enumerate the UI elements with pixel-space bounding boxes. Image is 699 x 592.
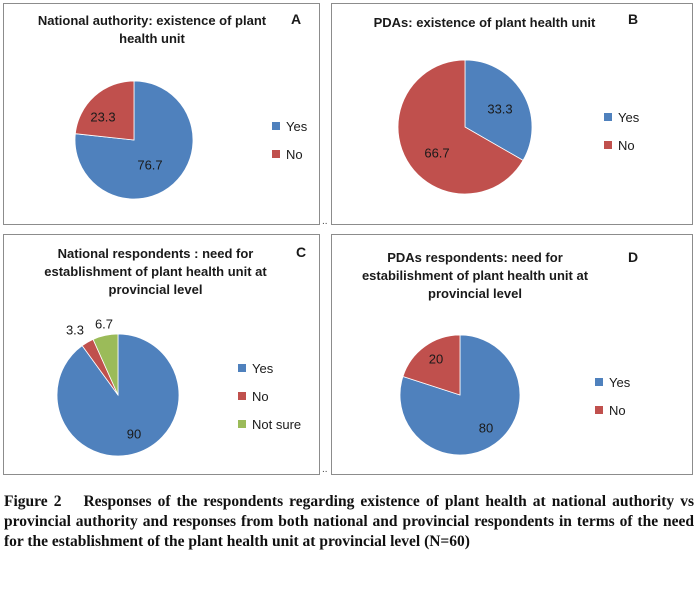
legend-d: Yes No xyxy=(595,375,630,431)
legend-swatch-not-sure xyxy=(238,420,246,428)
legend-item-no: No xyxy=(595,402,630,418)
pie-slice-yes xyxy=(399,334,521,456)
pie-slice-yes xyxy=(464,59,533,161)
data-label-yes: 76.7 xyxy=(137,157,162,172)
pie-slice-no xyxy=(74,80,135,141)
chart-a-letter: A xyxy=(291,11,302,27)
pie-slice-yes xyxy=(74,80,194,200)
chart-d-letter: D xyxy=(628,249,639,265)
chart-d-title: PDAs respondents: need for estabilishmen… xyxy=(361,250,589,301)
pie-chart-d: 80 20 xyxy=(399,334,521,456)
pie-chart-c: 90 3.3 6.7 xyxy=(56,316,180,457)
legend-swatch-yes xyxy=(272,122,280,130)
legend-label-no: No xyxy=(609,402,626,418)
chart-panel-b: PDAs: existence of plant health unit B 3… xyxy=(331,3,693,225)
legend-item-no: No xyxy=(604,137,639,153)
legend-c: Yes No Not sure xyxy=(238,361,301,445)
data-label-yes: 33.3 xyxy=(487,101,512,116)
legend-item-yes: Yes xyxy=(604,109,640,125)
pie-slice-not-sure xyxy=(92,333,119,396)
chart-panel-a: National authority: existence of plant h… xyxy=(3,3,320,225)
legend-swatch-yes xyxy=(604,113,612,121)
legend-item-yes: Yes xyxy=(272,118,308,134)
legend-label-not-sure: Not sure xyxy=(252,416,302,432)
legend-a: Yes No xyxy=(272,119,307,175)
legend-label-no: No xyxy=(618,137,635,153)
legend-b: Yes No xyxy=(604,110,639,166)
figure-caption-text: Responses of the respondents regarding e… xyxy=(4,493,694,550)
legend-item-not-sure: Not sure xyxy=(238,416,302,432)
pie-slice-no xyxy=(397,59,524,195)
pie-slice-yes xyxy=(56,333,180,457)
chart-b-letter: B xyxy=(628,11,639,27)
separator-dots-top: .. xyxy=(322,216,328,227)
legend-label-yes: Yes xyxy=(252,360,274,376)
chart-panel-c: National respondents : need for establis… xyxy=(3,234,320,475)
legend-item-yes: Yes xyxy=(238,360,301,376)
figure-label: Figure 2 xyxy=(4,493,62,510)
legend-item-no: No xyxy=(238,388,301,404)
data-label-yes: 80 xyxy=(479,420,493,435)
pie-chart-b: 33.3 66.7 xyxy=(397,59,533,195)
legend-label-yes: Yes xyxy=(609,374,631,390)
data-label-no: 23.3 xyxy=(90,109,115,124)
legend-swatch-no xyxy=(272,150,280,158)
legend-swatch-no xyxy=(238,392,246,400)
legend-swatch-yes xyxy=(595,378,603,386)
data-label-no: 3.3 xyxy=(66,322,84,337)
chart-a-title: National authority: existence of plant h… xyxy=(37,13,267,46)
chart-c-letter: C xyxy=(296,244,307,260)
legend-swatch-no xyxy=(604,141,612,149)
data-label-no: 66.7 xyxy=(424,145,449,160)
legend-label-no: No xyxy=(252,388,269,404)
data-label-yes: 90 xyxy=(127,426,141,441)
pie-slice-no xyxy=(402,334,461,396)
legend-label-yes: Yes xyxy=(286,118,308,134)
legend-swatch-no xyxy=(595,406,603,414)
data-label-no: 20 xyxy=(429,351,443,366)
legend-label-no: No xyxy=(286,146,303,162)
data-label-not-sure: 6.7 xyxy=(95,316,113,331)
legend-swatch-yes xyxy=(238,364,246,372)
chart-c-title: National respondents : need for establis… xyxy=(44,246,267,297)
legend-item-yes: Yes xyxy=(595,374,631,390)
chart-b-title: PDAs: existence of plant health unit xyxy=(373,15,596,30)
legend-label-yes: Yes xyxy=(618,109,640,125)
separator-dots-bottom: .. xyxy=(322,464,328,475)
chart-panel-d: PDAs respondents: need for estabilishmen… xyxy=(331,234,693,475)
pie-chart-a: 76.7 23.3 xyxy=(74,80,194,200)
figure-caption: Figure 2 Responses of the respondents reg… xyxy=(4,492,694,552)
legend-item-no: No xyxy=(272,146,307,162)
